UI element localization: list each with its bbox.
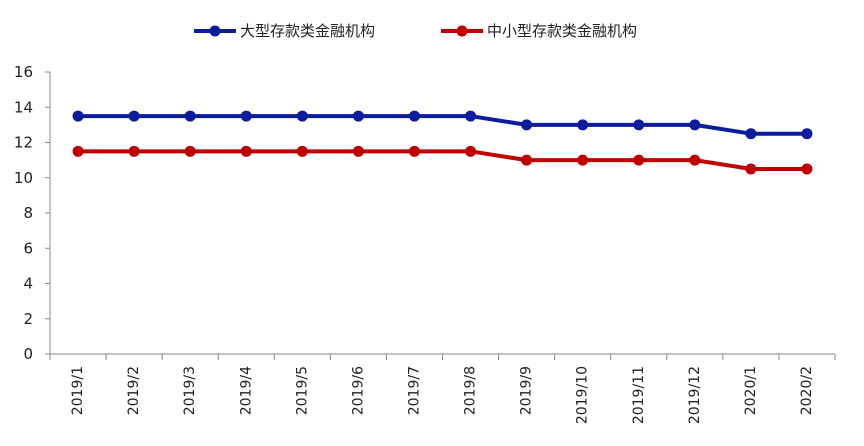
data-point-series-2 xyxy=(352,145,364,157)
x-tick-label: 2019/12 xyxy=(687,366,703,424)
x-tick-label: 2019/1 xyxy=(70,366,86,415)
y-tick-label: 2 xyxy=(23,310,33,328)
y-tick-label: 4 xyxy=(23,275,33,293)
legend: 大型存款类金融机构 中小型存款类金融机构 xyxy=(194,22,637,40)
data-point-series-1 xyxy=(633,119,645,131)
data-point-series-2 xyxy=(577,154,589,166)
y-tick-label: 16 xyxy=(14,63,33,81)
axes: 0 2 4 6 8 10 12 14 16 2019/1 2019/2 2019/3 2019/4 201… xyxy=(14,63,836,424)
data-point-series-2 xyxy=(184,145,196,157)
x-tick-label: 2019/2 xyxy=(126,366,142,415)
data-point-series-2 xyxy=(128,145,140,157)
y-tick-label: 8 xyxy=(23,204,33,222)
x-tick-label: 2019/9 xyxy=(519,366,535,415)
data-point-series-1 xyxy=(801,128,813,140)
x-tick-label: 2019/10 xyxy=(575,366,591,424)
series-line-1 xyxy=(78,114,807,136)
data-point-series-2 xyxy=(633,154,645,166)
data-point-series-2 xyxy=(745,163,757,175)
x-tick-label: 2019/5 xyxy=(294,366,310,415)
data-point-series-1 xyxy=(184,110,196,122)
data-point-series-1 xyxy=(240,110,252,122)
data-point-series-2 xyxy=(296,145,308,157)
data-point-series-1 xyxy=(72,110,84,122)
data-point-series-2 xyxy=(689,154,701,166)
data-point-series-2 xyxy=(72,145,84,157)
y-tick-label: 6 xyxy=(23,239,33,257)
x-tick-label: 2019/6 xyxy=(350,366,366,415)
legend-marker-2 xyxy=(456,25,468,37)
data-point-series-1 xyxy=(577,119,589,131)
data-point-series-1 xyxy=(408,110,420,122)
x-tick-label: 2019/8 xyxy=(463,366,479,415)
x-tick-label: 2019/7 xyxy=(406,366,422,415)
y-tick-label: 0 xyxy=(23,345,33,363)
data-point-series-2 xyxy=(408,145,420,157)
data-point-series-1 xyxy=(128,110,140,122)
data-point-series-2 xyxy=(801,163,813,175)
data-point-series-1 xyxy=(296,110,308,122)
legend-label-1: 大型存款类金融机构 xyxy=(240,22,375,40)
data-point-series-2 xyxy=(465,145,477,157)
data-point-series-1 xyxy=(689,119,701,131)
series-line-2 xyxy=(78,149,807,171)
data-point-series-1 xyxy=(745,128,757,140)
y-tick-label: 10 xyxy=(14,169,33,187)
x-tick-label: 2019/3 xyxy=(182,366,198,415)
data-point-series-2 xyxy=(521,154,533,166)
data-point-series-2 xyxy=(240,145,252,157)
data-point-series-1 xyxy=(465,110,477,122)
y-tick-label: 14 xyxy=(14,98,33,116)
legend-marker-1 xyxy=(209,25,221,37)
x-tick-label: 2020/1 xyxy=(743,366,759,415)
series-layer xyxy=(72,110,813,175)
data-point-series-1 xyxy=(521,119,533,131)
x-tick-label: 2019/4 xyxy=(238,366,254,415)
x-tick-label: 2019/11 xyxy=(631,366,647,424)
y-tick-label: 12 xyxy=(14,134,33,152)
x-tick-label: 2020/2 xyxy=(799,366,815,415)
legend-label-2: 中小型存款类金融机构 xyxy=(487,22,637,40)
data-point-series-1 xyxy=(352,110,364,122)
